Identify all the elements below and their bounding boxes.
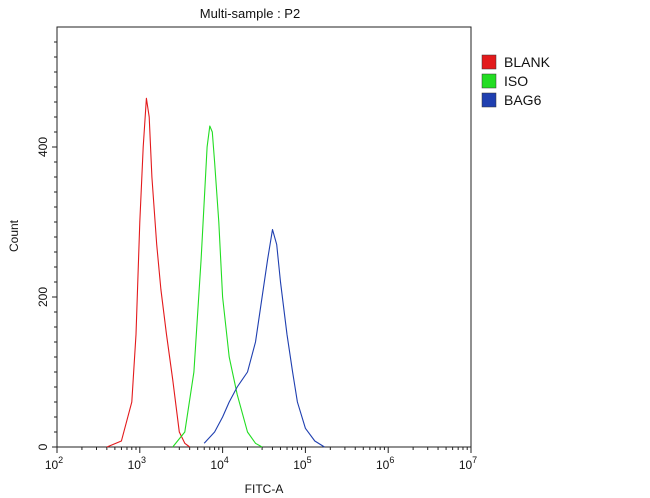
plot-area-frame [56, 26, 472, 448]
x-tick-label: 102 [45, 455, 63, 472]
y-tick-label: 200 [36, 287, 50, 307]
series-line-iso [172, 125, 263, 448]
legend-swatch-blank [481, 54, 497, 70]
y-axis-title: Count [7, 219, 21, 252]
x-axis-title: FITC-A [245, 482, 284, 496]
legend-label-blank: BLANK [504, 54, 551, 70]
x-tick-label: 103 [128, 455, 146, 472]
series-line-bag6 [203, 228, 325, 448]
x-axis: 102 103 104 105 106 107 [45, 447, 477, 472]
y-axis: 0 200 400 [36, 41, 57, 450]
series-layer [106, 97, 325, 448]
legend-swatch-iso [481, 73, 497, 89]
series-line-blank [106, 97, 191, 448]
y-tick-label: 0 [36, 443, 50, 450]
x-tick-label: 106 [376, 455, 394, 472]
y-tick-label: 400 [36, 137, 50, 157]
x-tick-label: 105 [293, 455, 311, 472]
legend: BLANK ISO BAG6 [481, 54, 551, 108]
x-tick-label: 104 [210, 455, 228, 472]
legend-label-iso: ISO [504, 73, 528, 89]
x-tick-label: 107 [459, 455, 477, 472]
chart-title: Multi-sample : P2 [200, 6, 300, 21]
legend-label-bag6: BAG6 [504, 92, 542, 108]
legend-swatch-bag6 [481, 92, 497, 108]
